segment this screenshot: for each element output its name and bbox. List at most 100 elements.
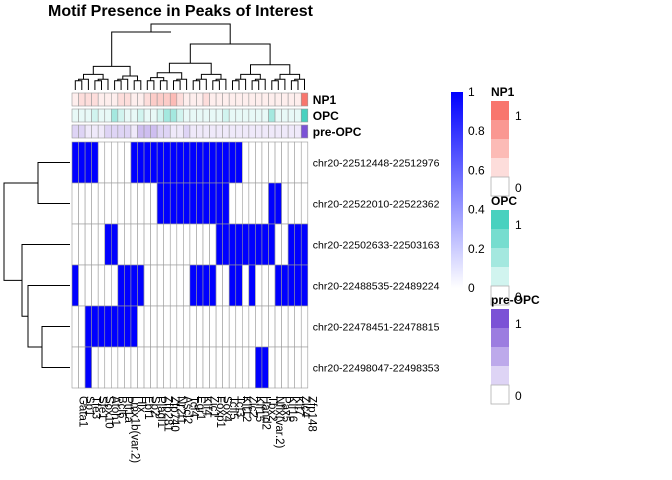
heatmap-cell — [156, 223, 164, 266]
heatmap-cell — [169, 223, 178, 266]
color-scale-bar — [451, 92, 463, 288]
heatmap-cell — [143, 264, 151, 307]
annotation-cell — [274, 124, 282, 139]
annotation-cell — [169, 92, 178, 107]
annotation-legend-tick: 0 — [515, 290, 522, 304]
row-labels: chr20-22512448-22512976 chr20-22522010-22… — [313, 158, 440, 375]
heatmap-cell — [124, 141, 132, 184]
column-label: Ebf1 — [142, 396, 154, 420]
annotation-cell — [156, 92, 164, 107]
annotation-legend-tick: 0 — [515, 181, 522, 195]
heatmap-cell — [189, 264, 197, 307]
row-label: chr20-22522010-22522362 — [313, 199, 440, 211]
heatmap-cell — [137, 141, 145, 184]
heatmap-cell — [228, 223, 237, 266]
heatmap-cell — [111, 223, 119, 266]
annotation-cell — [294, 92, 302, 107]
heatmap-cell — [130, 264, 138, 307]
heatmap-cell — [287, 223, 295, 266]
heatmap-cell — [255, 141, 263, 184]
annotation-cell — [228, 92, 237, 107]
annotation-cell — [209, 124, 217, 139]
column-label: Sox4 — [220, 396, 232, 423]
heatmap-cell — [248, 182, 256, 225]
heatmap-cell — [156, 182, 164, 225]
row-label: chr20-22512448-22512976 — [313, 158, 440, 170]
color-scale-tick: 0.6 — [468, 163, 485, 177]
annotation-cell — [130, 124, 138, 139]
heatmap-cell — [124, 346, 132, 389]
annotation-cell — [196, 92, 204, 107]
annotation-cell — [143, 92, 151, 107]
annotation-cell — [268, 108, 276, 123]
heatmap-cell — [242, 264, 250, 307]
annotation-cell — [163, 92, 171, 107]
column-label: Sox10 — [102, 396, 114, 429]
heatmap-cell — [242, 346, 250, 389]
heatmap-cell — [274, 223, 282, 266]
heatmap-cell — [235, 305, 243, 348]
heatmap-cell — [156, 305, 164, 348]
heatmap-cell — [228, 141, 237, 184]
heatmap-cell — [183, 182, 191, 225]
annotation-cell — [189, 124, 197, 139]
heatmap-cell — [261, 182, 269, 225]
annotation-cell — [287, 92, 295, 107]
heatmap-cell — [104, 223, 112, 266]
heatmap-cell — [268, 141, 276, 184]
heatmap-cell — [124, 182, 132, 225]
annotation-cell — [222, 124, 230, 139]
annotation-legend-title: OPC — [491, 194, 517, 208]
annotation-legend-tick: 1 — [515, 317, 522, 331]
heatmap-cell — [209, 223, 217, 266]
heatmap-cell — [156, 346, 164, 389]
annotation-cell — [91, 108, 99, 123]
heatmap-cell — [248, 264, 256, 307]
heatmap-cell — [294, 264, 302, 307]
annotation-labels: NP1 OPC pre-OPC — [313, 93, 362, 139]
annotation-legend-swatch — [490, 285, 510, 306]
annotation-cell — [261, 92, 269, 107]
heatmap-cell — [242, 305, 250, 348]
heatmap-cell — [300, 223, 309, 266]
annotation-cell — [300, 108, 309, 123]
heatmap-cell — [196, 264, 204, 307]
color-scale-tick: 0.8 — [468, 124, 485, 138]
annotation-cell — [124, 124, 132, 139]
heatmap-cell — [176, 346, 184, 389]
annotation-cell — [150, 92, 158, 107]
row-label: chr20-22498047-22498353 — [313, 363, 440, 375]
heatmap-cells — [71, 141, 309, 389]
annotation-cell — [163, 124, 171, 139]
heatmap-cell — [137, 182, 145, 225]
annotation-cell — [202, 124, 210, 139]
heatmap-cell — [78, 346, 86, 389]
heatmap-cell — [183, 264, 191, 307]
heatmap-cell — [255, 182, 263, 225]
annotation-cell — [117, 108, 125, 123]
heatmap-cell — [300, 346, 309, 389]
annotation-cell — [111, 124, 119, 139]
annotation-cell — [84, 108, 92, 123]
annotation-legend-swatch — [491, 366, 509, 385]
annotation-cell — [274, 108, 282, 123]
annotation-cell — [124, 92, 132, 107]
column-label: Tcfl5 — [227, 396, 239, 420]
heatmap-cell — [84, 223, 92, 266]
annotation-cell — [137, 108, 145, 123]
column-label: Zic1 — [207, 396, 219, 418]
annotation-cell — [294, 124, 302, 139]
heatmap-cell — [150, 141, 158, 184]
heatmap-cell — [150, 223, 158, 266]
heatmap-cell — [130, 141, 138, 184]
heatmap-cell — [261, 141, 269, 184]
annotation-cell — [91, 124, 99, 139]
heatmap-cell — [222, 182, 230, 225]
annotation-cell — [143, 124, 151, 139]
column-label: Tbx2 — [266, 396, 278, 422]
heatmap-cell — [215, 346, 223, 389]
heatmap-cell — [189, 305, 197, 348]
annotation-label: pre-OPC — [313, 125, 362, 139]
heatmap-cell — [287, 141, 295, 184]
heatmap-cell — [97, 223, 106, 266]
